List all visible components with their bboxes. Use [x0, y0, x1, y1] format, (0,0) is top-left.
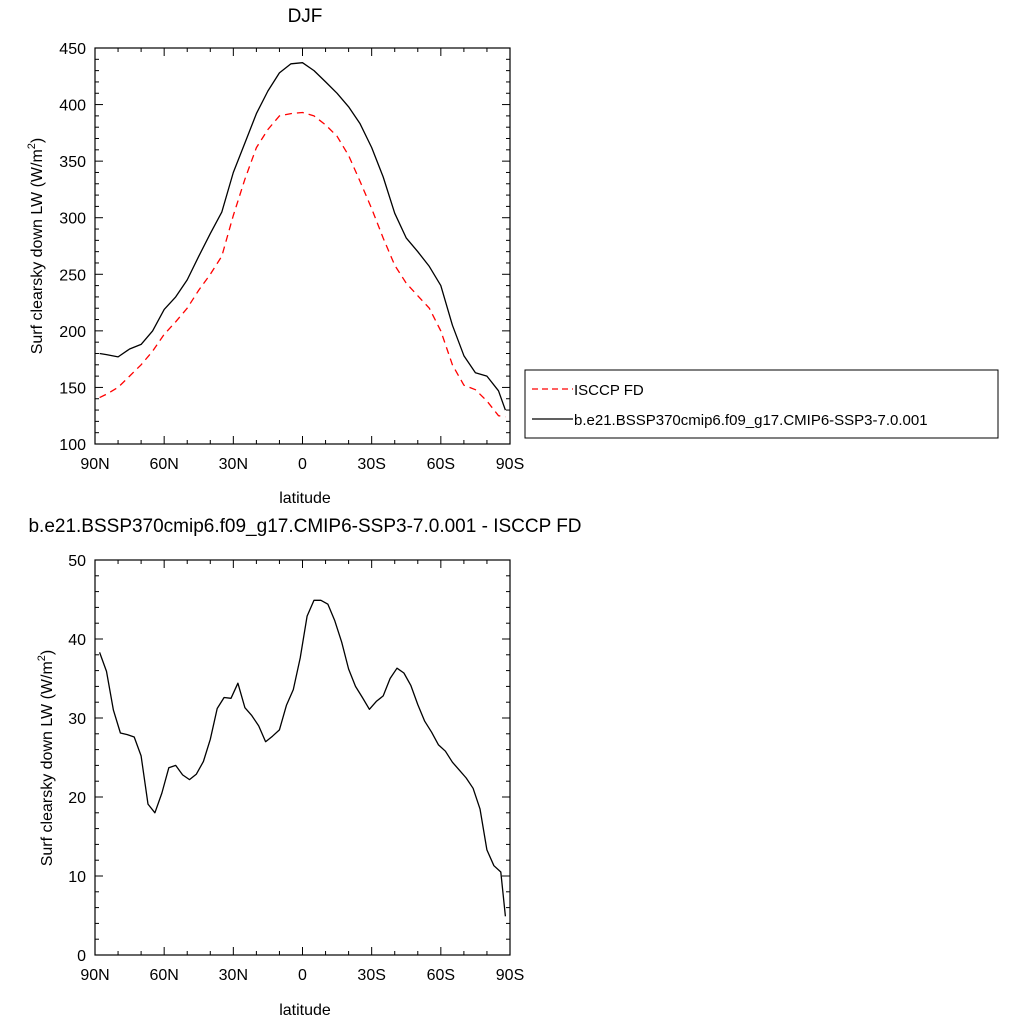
- bottom-x-tick-label: 60N: [149, 967, 178, 984]
- bottom-x-tick-label: 30S: [357, 967, 385, 984]
- top-x-tick-label: 30S: [357, 456, 385, 473]
- bottom-x-axis-title: latitude: [279, 1002, 331, 1019]
- top-y-tick-labels: 100 150 200 250 300 350 400 450: [59, 41, 86, 454]
- bottom-series-lines: [98, 599, 507, 917]
- top-plot-frame: [94, 47, 511, 445]
- bottom-x-tick-label: 90S: [496, 967, 524, 984]
- legend-label-isccp: ISCCP FD: [574, 382, 644, 399]
- bottom-chart-title: b.e21.BSSP370cmip6.f09_g17.CMIP6-SSP3-7.…: [28, 516, 581, 537]
- bottom-y-tick-label: 40: [68, 632, 86, 649]
- top-y-tick-label: 200: [59, 324, 86, 341]
- top-series-lines: [99, 62, 507, 418]
- top-y-tick-label: 250: [59, 267, 86, 284]
- bottom-x-tick-labels: 90N 60N 30N 0 30S 60S 90S: [80, 967, 524, 984]
- top-x-tick-label: 90N: [80, 456, 109, 473]
- bottom-y-axis-title: Surf clearsky down LW (W/m2): [36, 650, 56, 867]
- legend: ISCCP FD b.e21.BSSP370cmip6.f09_g17.CMIP…: [524, 369, 999, 439]
- top-x-tick-label: 60S: [427, 456, 455, 473]
- top-x-axis-title: latitude: [279, 490, 331, 507]
- bottom-y-axis-title-sup: 2: [36, 655, 48, 661]
- bottom-x-tick-label: 0: [298, 967, 307, 984]
- isccp-fd-line: [99, 111, 506, 418]
- top-tick-marks: [94, 47, 511, 445]
- legend-label-model: b.e21.BSSP370cmip6.f09_g17.CMIP6-SSP3-7.…: [574, 412, 928, 429]
- bottom-plot-frame: [94, 559, 511, 956]
- bottom-y-tick-label: 20: [68, 790, 86, 807]
- bottom-chart: b.e21.BSSP370cmip6.f09_g17.CMIP6-SSP3-7.…: [28, 516, 581, 1019]
- top-y-tick-label: 100: [59, 437, 86, 454]
- bottom-y-axis-title-end: ): [39, 650, 56, 655]
- bottom-y-tick-label: 30: [68, 711, 86, 728]
- top-y-tick-label: 350: [59, 154, 86, 171]
- bottom-y-tick-labels: 0 10 20 30 40 50: [68, 553, 86, 965]
- top-y-axis-title-sup: 2: [26, 143, 38, 149]
- bottom-y-tick-label: 50: [68, 553, 86, 570]
- legend-box: [524, 369, 999, 439]
- bottom-x-tick-label: 30N: [219, 967, 248, 984]
- bottom-y-tick-label: 0: [77, 948, 86, 965]
- top-chart-title: DJF: [288, 6, 323, 27]
- bottom-tick-marks: [94, 559, 511, 956]
- difference-line: [98, 599, 507, 917]
- top-x-tick-label: 0: [298, 456, 307, 473]
- top-x-tick-label: 30N: [219, 456, 248, 473]
- top-x-tick-label: 90S: [496, 456, 524, 473]
- bottom-y-axis-title-main: Surf clearsky down LW (W/m: [39, 661, 56, 866]
- top-y-axis-title-main: Surf clearsky down LW (W/m: [29, 149, 46, 354]
- top-y-tick-label: 300: [59, 211, 86, 228]
- top-x-tick-labels: 90N 60N 30N 0 30S 60S 90S: [80, 456, 524, 473]
- bottom-x-tick-label: 60S: [427, 967, 455, 984]
- top-x-tick-label: 60N: [149, 456, 178, 473]
- model-line: [99, 62, 507, 411]
- top-y-tick-label: 450: [59, 41, 86, 58]
- top-y-axis-title: Surf clearsky down LW (W/m2): [26, 138, 46, 355]
- bottom-x-tick-label: 90N: [80, 967, 109, 984]
- top-y-tick-label: 400: [59, 98, 86, 115]
- top-chart: DJF 100 150 200 250 300 350 400 450 90N 60N 30N 0 3…: [26, 6, 524, 507]
- top-y-tick-label: 150: [59, 380, 86, 397]
- bottom-y-tick-label: 10: [68, 869, 86, 886]
- top-y-axis-title-end: ): [29, 138, 46, 143]
